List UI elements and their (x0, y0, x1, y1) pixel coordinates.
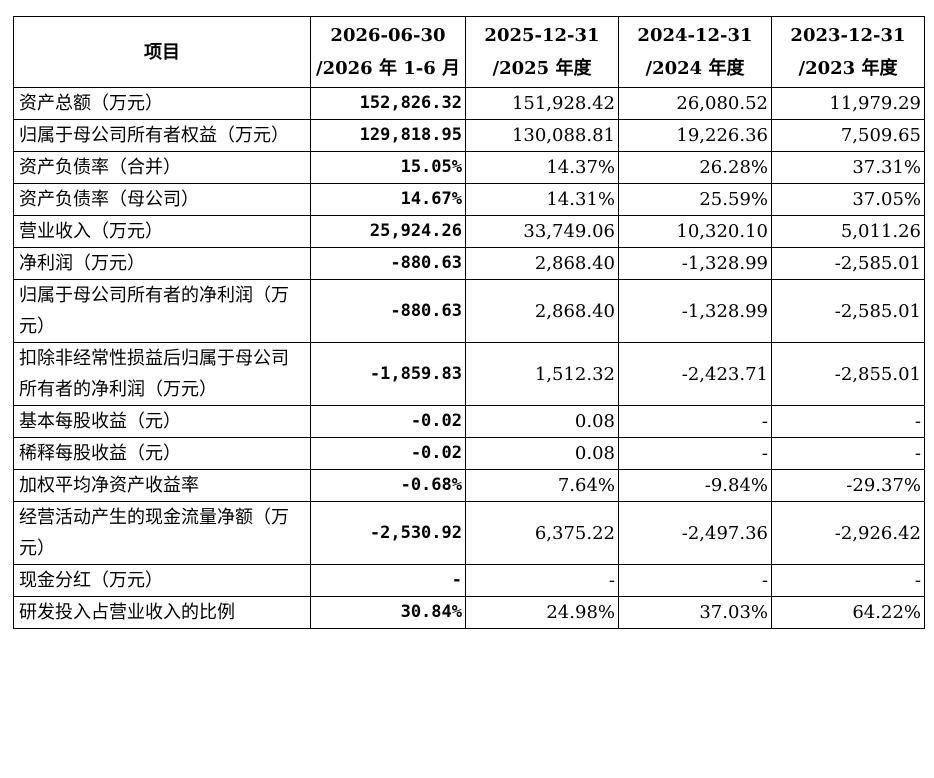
cell-period-3: -9.84% (618, 469, 772, 502)
header-period-4: 2023-12-31 /2023 年度 (771, 16, 925, 88)
cell-period-1: -0.68% (310, 469, 466, 502)
cell-period-4: -29.37% (771, 469, 925, 502)
cell-period-4: 64.22% (771, 596, 925, 629)
cell-period-3: 25.59% (618, 183, 772, 216)
table-row: 归属于母公司所有者的净利润（万元） -880.63 2,868.40 -1,328.9… (13, 279, 925, 343)
table-row: 经营活动产生的现金流量净额（万元） -2,530.92 6,375.22 -2,497… (13, 501, 925, 565)
header-period-1: 2026-06-30 /2026 年 1-6 月 (310, 16, 466, 88)
cell-period-2: 14.37% (465, 151, 619, 184)
table-row: 营业收入（万元） 25,924.26 33,749.06 10,320.10 5,011… (13, 215, 925, 248)
cell-period-4: 37.05% (771, 183, 925, 216)
cell-period-1: 129,818.95 (310, 119, 466, 152)
header-period-3: 2024-12-31 /2024 年度 (618, 16, 772, 88)
cell-period-2: 24.98% (465, 596, 619, 629)
cell-period-4: 11,979.29 (771, 87, 925, 120)
header-row: 项目 2026-06-30 /2026 年 1-6 月 2025-12-31 /… (13, 16, 925, 88)
cell-period-1: -1,859.83 (310, 342, 466, 406)
cell-period-3: 26.28% (618, 151, 772, 184)
cell-period-3: 19,226.36 (618, 119, 772, 152)
cell-period-1: -0.02 (310, 437, 466, 470)
row-label: 营业收入（万元） (13, 215, 311, 248)
header-period-2: 2025-12-31 /2025 年度 (465, 16, 619, 88)
row-label: 现金分红（万元） (13, 564, 311, 597)
header-period-2-label: /2025 年度 (492, 58, 592, 79)
cell-period-1: -0.02 (310, 405, 466, 438)
cell-period-4: - (771, 437, 925, 470)
table-row: 资产负债率（母公司） 14.67% 14.31% 25.59% 37.05% (13, 183, 925, 216)
cell-period-1: -2,530.92 (310, 501, 466, 565)
table-row: 归属于母公司所有者权益（万元） 129,818.95 130,088.81 19,22… (13, 119, 925, 152)
cell-period-4: 7,509.65 (771, 119, 925, 152)
cell-period-2: 2,868.40 (465, 247, 619, 280)
row-label: 加权平均净资产收益率 (13, 469, 311, 502)
cell-period-1: -880.63 (310, 247, 466, 280)
cell-period-4: -2,926.42 (771, 501, 925, 565)
cell-period-2: - (465, 564, 619, 597)
header-period-3-label: /2024 年度 (645, 58, 745, 79)
cell-period-4: -2,855.01 (771, 342, 925, 406)
header-item: 项目 (13, 16, 311, 88)
table-row: 扣除非经常性损益后归属于母公司所有者的净利润（万元） -1,859.83 1,512… (13, 342, 925, 406)
cell-period-2: 0.08 (465, 437, 619, 470)
cell-period-1: -880.63 (310, 279, 466, 343)
cell-period-2: 2,868.40 (465, 279, 619, 343)
cell-period-4: 5,011.26 (771, 215, 925, 248)
cell-period-2: 6,375.22 (465, 501, 619, 565)
cell-period-3: 10,320.10 (618, 215, 772, 248)
table-row: 资产负债率（合并） 15.05% 14.37% 26.28% 37.31% (13, 151, 925, 184)
row-label: 扣除非经常性损益后归属于母公司所有者的净利润（万元） (13, 342, 311, 406)
cell-period-2: 7.64% (465, 469, 619, 502)
cell-period-4: 37.31% (771, 151, 925, 184)
cell-period-3: -2,497.36 (618, 501, 772, 565)
cell-period-2: 130,088.81 (465, 119, 619, 152)
row-label: 基本每股收益（元） (13, 405, 311, 438)
cell-period-4: - (771, 564, 925, 597)
row-label: 归属于母公司所有者权益（万元） (13, 119, 311, 152)
row-label: 研发投入占营业收入的比例 (13, 596, 311, 629)
table-row: 现金分红（万元） - - - - (13, 564, 925, 597)
table-row: 资产总额（万元） 152,826.32 151,928.42 26,080.52 11,… (13, 87, 925, 120)
cell-period-4: -2,585.01 (771, 279, 925, 343)
cell-period-4: -2,585.01 (771, 247, 925, 280)
cell-period-1: 30.84% (310, 596, 466, 629)
cell-period-3: -1,328.99 (618, 247, 772, 280)
cell-period-2: 14.31% (465, 183, 619, 216)
cell-period-1: - (310, 564, 466, 597)
financial-data-table: 项目 2026-06-30 /2026 年 1-6 月 2025-12-31 /… (13, 16, 925, 629)
header-period-4-label: /2023 年度 (798, 58, 898, 79)
row-label: 归属于母公司所有者的净利润（万元） (13, 279, 311, 343)
cell-period-2: 151,928.42 (465, 87, 619, 120)
table-row: 净利润（万元） -880.63 2,868.40 -1,328.99 -2,585.01 (13, 247, 925, 280)
row-label: 资产总额（万元） (13, 87, 311, 120)
row-label: 稀释每股收益（元） (13, 437, 311, 470)
cell-period-1: 15.05% (310, 151, 466, 184)
cell-period-3: -1,328.99 (618, 279, 772, 343)
table-row: 研发投入占营业收入的比例 30.84% 24.98% 37.03% 64.22% (13, 596, 925, 629)
row-label: 资产负债率（合并） (13, 151, 311, 184)
cell-period-1: 25,924.26 (310, 215, 466, 248)
header-period-1-label: /2026 年 1-6 月 (316, 58, 460, 79)
cell-period-1: 152,826.32 (310, 87, 466, 120)
header-period-1-date: 2026-06-30 (330, 25, 446, 46)
cell-period-1: 14.67% (310, 183, 466, 216)
table-row: 加权平均净资产收益率 -0.68% 7.64% -9.84% -29.37% (13, 469, 925, 502)
table-row: 稀释每股收益（元） -0.02 0.08- - (13, 437, 925, 470)
cell-period-3: - (618, 405, 772, 438)
cell-period-3: 26,080.52 (618, 87, 772, 120)
header-period-4-date: 2023-12-31 (790, 25, 906, 46)
cell-period-2: 1,512.32 (465, 342, 619, 406)
cell-period-3: -2,423.71 (618, 342, 772, 406)
table-row: 基本每股收益（元） -0.02 0.08- - (13, 405, 925, 438)
cell-period-4: - (771, 405, 925, 438)
row-label: 经营活动产生的现金流量净额（万元） (13, 501, 311, 565)
cell-period-3: - (618, 437, 772, 470)
cell-period-2: 33,749.06 (465, 215, 619, 248)
cell-period-2: 0.08 (465, 405, 619, 438)
cell-period-3: - (618, 564, 772, 597)
row-label: 资产负债率（母公司） (13, 183, 311, 216)
cell-period-3: 37.03% (618, 596, 772, 629)
header-period-3-date: 2024-12-31 (637, 25, 753, 46)
header-period-2-date: 2025-12-31 (484, 25, 600, 46)
row-label: 净利润（万元） (13, 247, 311, 280)
